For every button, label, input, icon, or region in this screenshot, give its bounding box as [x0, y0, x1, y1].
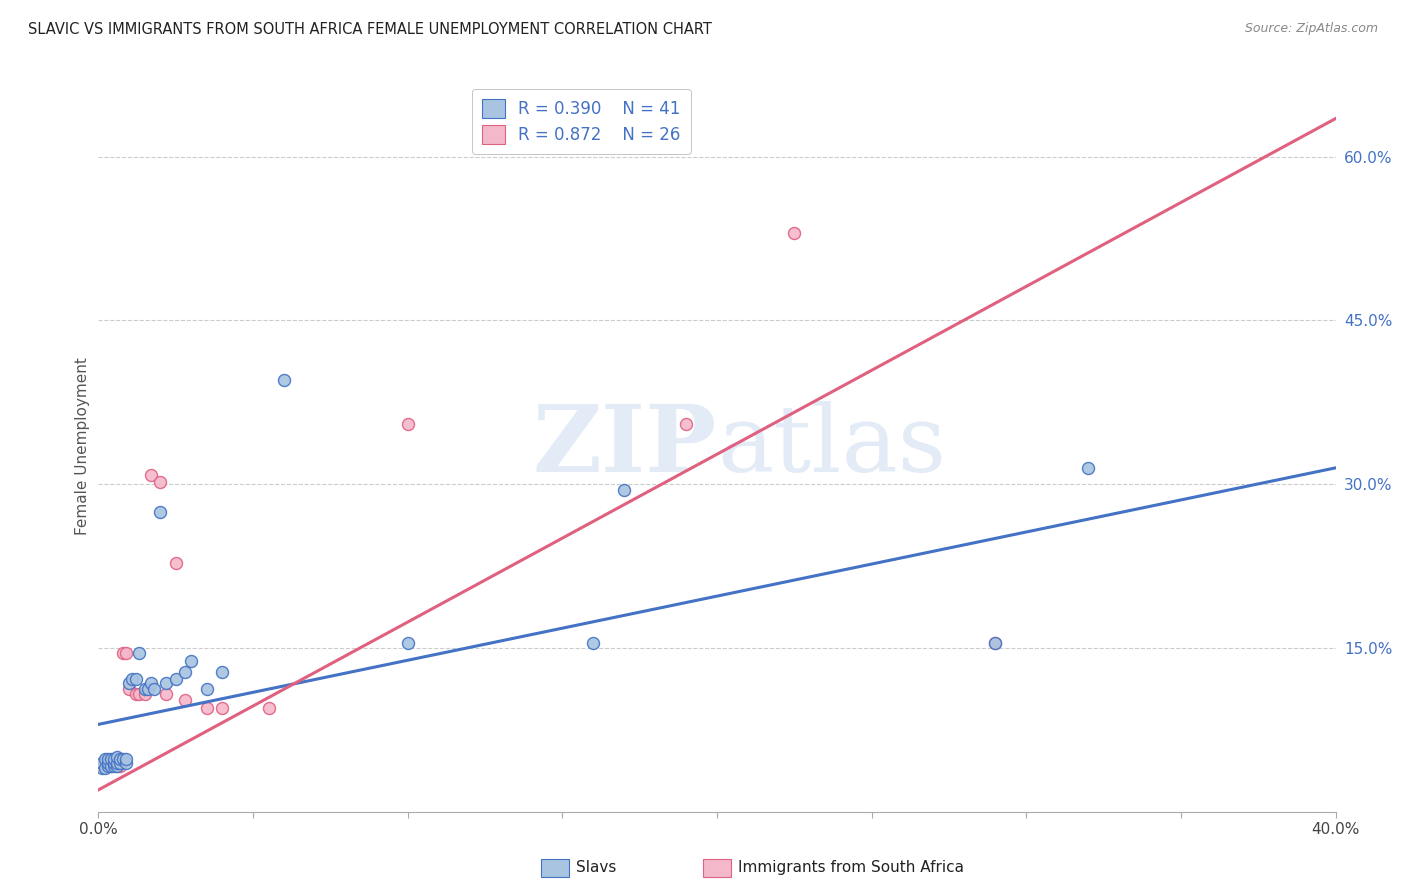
Point	[165, 556, 187, 570]
Point	[112, 647, 135, 661]
Point	[115, 752, 138, 766]
Point	[90, 761, 112, 775]
Text: Slavs: Slavs	[576, 861, 617, 875]
Point	[128, 687, 150, 701]
Text: Immigrants from South Africa: Immigrants from South Africa	[738, 861, 965, 875]
Point	[103, 756, 125, 770]
Point	[105, 756, 128, 770]
Point	[105, 750, 128, 764]
Point	[115, 756, 138, 770]
Point	[984, 635, 1007, 649]
Point	[582, 635, 605, 649]
Legend: R = 0.390    N = 41, R = 0.872    N = 26: R = 0.390 N = 41, R = 0.872 N = 26	[472, 88, 690, 153]
Point	[136, 682, 159, 697]
Point	[121, 672, 143, 686]
Point	[149, 504, 172, 518]
Point	[97, 756, 120, 770]
Point	[195, 701, 218, 715]
Point	[97, 759, 120, 773]
Y-axis label: Female Unemployment: Female Unemployment	[75, 357, 90, 535]
Point	[115, 647, 138, 661]
Point	[134, 687, 156, 701]
Point	[174, 665, 197, 679]
Point	[984, 635, 1007, 649]
Point	[174, 693, 197, 707]
Point	[105, 759, 128, 773]
Point	[105, 752, 128, 766]
Point	[108, 752, 131, 766]
Point	[90, 759, 112, 773]
Point	[783, 226, 806, 240]
Point	[100, 759, 122, 773]
Point	[165, 672, 187, 686]
Point	[143, 682, 166, 697]
Point	[675, 417, 697, 432]
Point	[103, 752, 125, 766]
Point	[180, 654, 202, 668]
Point	[396, 635, 419, 649]
Point	[396, 417, 419, 432]
Point	[93, 761, 115, 775]
Point	[118, 682, 141, 697]
Text: ZIP: ZIP	[533, 401, 717, 491]
Point	[139, 676, 162, 690]
Point	[155, 687, 177, 701]
Point	[105, 759, 128, 773]
Point	[134, 682, 156, 697]
Point	[103, 759, 125, 773]
Point	[97, 759, 120, 773]
Point	[128, 647, 150, 661]
Point	[97, 752, 120, 766]
Point	[155, 676, 177, 690]
Point	[90, 756, 112, 770]
Point	[100, 752, 122, 766]
Point	[100, 759, 122, 773]
Point	[124, 687, 146, 701]
Text: atlas: atlas	[717, 401, 946, 491]
Point	[273, 374, 295, 388]
Point	[124, 672, 146, 686]
Point	[211, 701, 233, 715]
Point	[211, 665, 233, 679]
Text: SLAVIC VS IMMIGRANTS FROM SOUTH AFRICA FEMALE UNEMPLOYMENT CORRELATION CHART: SLAVIC VS IMMIGRANTS FROM SOUTH AFRICA F…	[28, 22, 711, 37]
Point	[93, 756, 115, 770]
Point	[1077, 460, 1099, 475]
Point	[195, 682, 218, 697]
Point	[108, 756, 131, 770]
Text: Source: ZipAtlas.com: Source: ZipAtlas.com	[1244, 22, 1378, 36]
Point	[112, 752, 135, 766]
Point	[118, 676, 141, 690]
Point	[103, 756, 125, 770]
Point	[139, 468, 162, 483]
Point	[108, 759, 131, 773]
Point	[613, 483, 636, 497]
Point	[257, 701, 280, 715]
Point	[93, 752, 115, 766]
Point	[149, 475, 172, 489]
